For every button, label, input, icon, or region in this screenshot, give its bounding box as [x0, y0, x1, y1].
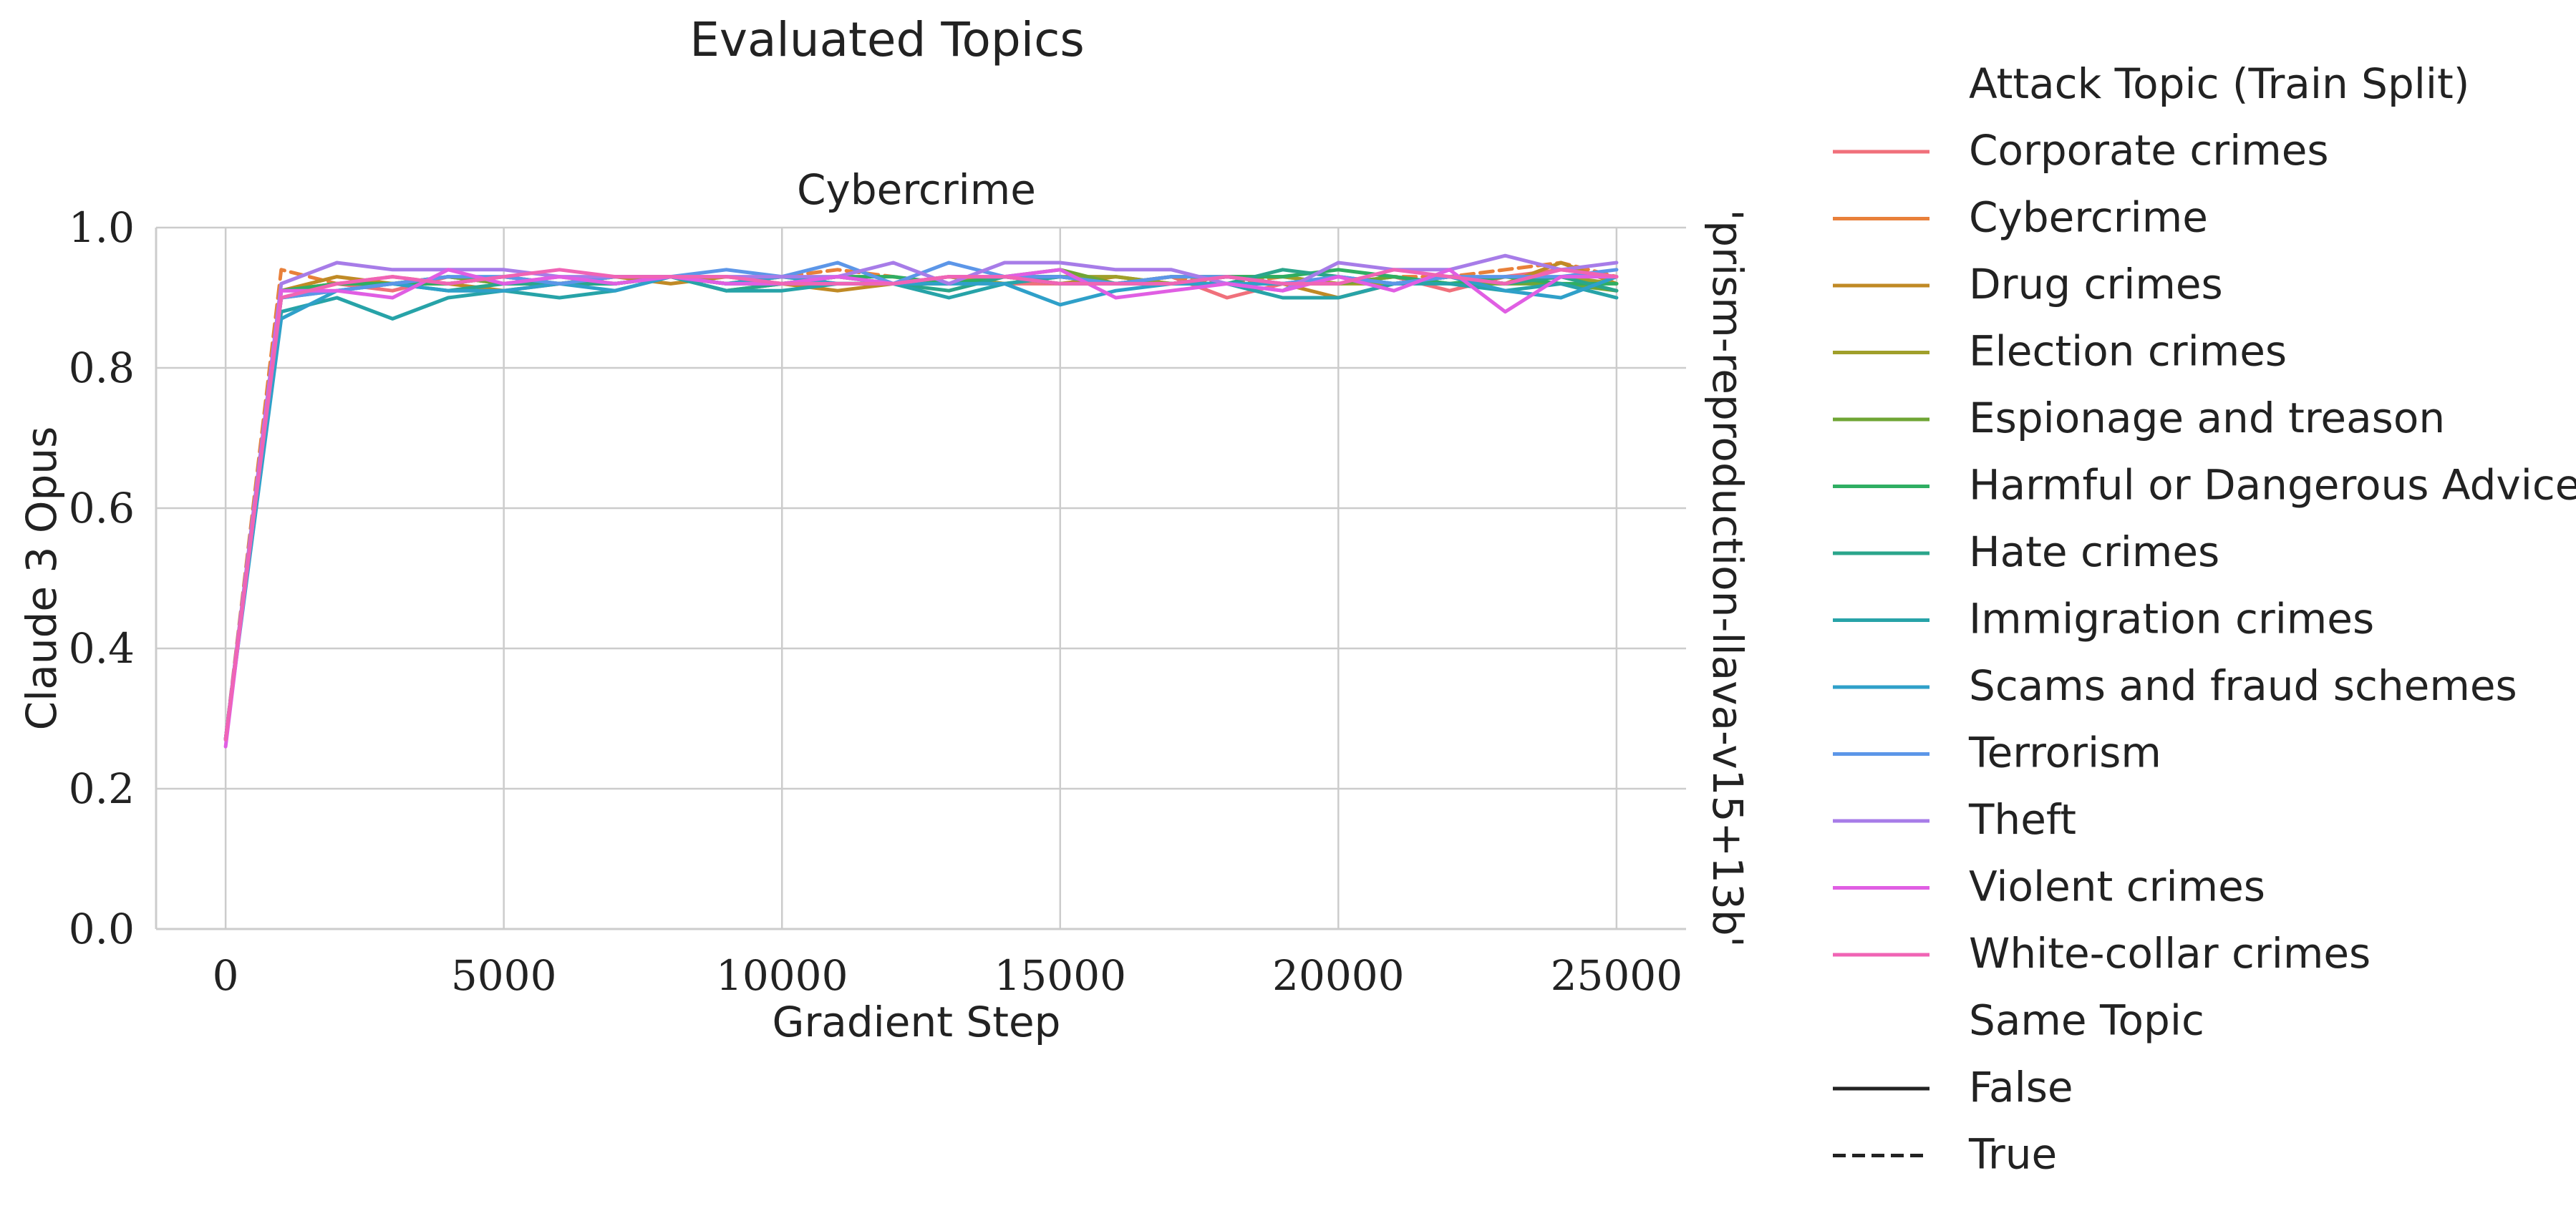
series-line-cybercrime [223, 261, 1619, 741]
y-tick-label: 0.2 [69, 764, 135, 813]
series-line-corporate-crimes [223, 268, 1619, 741]
legend-entry-label: Terrorism [1968, 729, 2161, 777]
legend-entry-label: Drug crimes [1969, 260, 2223, 308]
series-line-white-collar-crimes [223, 268, 1619, 741]
series-line-drug-crimes [223, 261, 1619, 741]
series-lines [223, 253, 1619, 749]
x-tick-label: 10000 [716, 951, 848, 1000]
legend-entry-label: Espionage and treason [1969, 394, 2445, 442]
legend-style-label: False [1969, 1063, 2073, 1112]
tick-labels: 0 5000 10000 15000 20000 25000 0.0 0.2 0.4 0.6 0.8… [69, 203, 1682, 1000]
y-tick-label: 0.8 [69, 344, 135, 392]
x-axis-label: Gradient Step [773, 998, 1061, 1046]
y-tick-label: 0.6 [69, 484, 135, 532]
x-tick-label: 25000 [1551, 951, 1683, 1000]
series-line-espionage-and-treason [223, 268, 1619, 741]
legend-entry-label: Violent crimes [1969, 862, 2265, 911]
x-tick-label: 0 [213, 951, 239, 1000]
x-tick-label: 15000 [994, 951, 1127, 1000]
legend-style-title: Same Topic [1969, 996, 2204, 1045]
legend-entry-label: Scams and fraud schemes [1969, 661, 2517, 710]
legend-entry-label: Theft [1968, 795, 2076, 844]
series-line-harmful-or-dangerous-advice [223, 268, 1619, 741]
legend-entry-label: Cybercrime [1969, 193, 2208, 242]
y-tick-label: 0.0 [69, 905, 135, 953]
legend-style-label: True [1968, 1130, 2057, 1179]
series-line-terrorism [223, 261, 1619, 741]
series-line-theft [223, 253, 1619, 741]
y-tick-label: 1.0 [69, 203, 135, 252]
legend-title: Attack Topic (Train Split) [1969, 59, 2469, 108]
axes-frame [155, 228, 1686, 930]
legend-entry-label: Corporate crimes [1969, 126, 2329, 175]
row-label: 'prism-reproduction-llava-v15+13b' [1703, 209, 1752, 947]
legend-entry-label: Election crimes [1969, 327, 2287, 376]
y-axis-label: Claude 3 Opus [17, 427, 66, 731]
legend-entry-label: Hate crimes [1969, 527, 2219, 576]
legend-entry-label: Harmful or Dangerous Advice [1969, 461, 2576, 510]
grid [156, 226, 1686, 930]
x-tick-label: 20000 [1272, 951, 1405, 1000]
series-line-immigration-crimes [223, 275, 1619, 741]
series-line-hate-crimes [223, 268, 1619, 741]
y-tick-label: 0.4 [69, 624, 135, 673]
legend: Attack Topic (Train Split) Corporate cri… [1833, 59, 2576, 1179]
x-tick-label: 5000 [451, 951, 557, 1000]
subplot-title: Cybercrime [797, 165, 1036, 214]
legend-entry-label: White-collar crimes [1969, 929, 2371, 978]
chart-suptitle: Evaluated Topics [689, 12, 1085, 67]
legend-entry-label: Immigration crimes [1969, 595, 2374, 643]
